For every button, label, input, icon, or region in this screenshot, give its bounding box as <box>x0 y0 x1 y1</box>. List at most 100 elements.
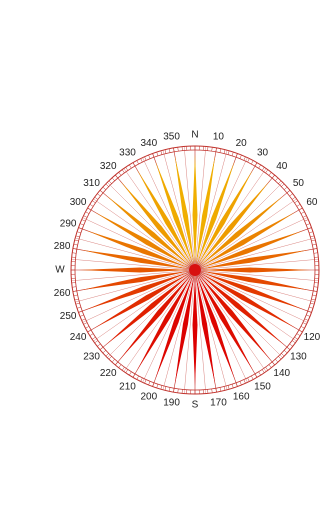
ring-tick <box>219 148 222 153</box>
compass-ring <box>70 145 320 395</box>
ring-tick <box>268 364 272 368</box>
ring-tick <box>215 388 217 393</box>
ring-tick <box>300 326 305 329</box>
ring-tick <box>125 167 129 171</box>
ring-tick <box>72 248 77 250</box>
spike <box>198 169 253 265</box>
spike <box>198 275 253 371</box>
spoke <box>194 269 267 372</box>
ring-tick <box>298 329 303 333</box>
spoke <box>194 237 315 271</box>
ring-tick <box>247 158 250 163</box>
ring-tick <box>251 160 254 165</box>
ring-tick <box>313 252 318 254</box>
ring-tick <box>307 227 312 230</box>
spike <box>200 273 296 328</box>
ring-tick <box>261 167 265 171</box>
ring-tick <box>156 151 159 156</box>
ring-tick <box>219 387 222 392</box>
rays <box>71 146 319 394</box>
spike <box>155 160 193 265</box>
spike <box>200 271 310 291</box>
ring-tick <box>164 386 167 391</box>
ring-tick <box>275 359 279 363</box>
spike <box>201 267 311 273</box>
spoke <box>194 182 283 271</box>
ring-tick <box>108 356 112 360</box>
ring-tick <box>275 177 279 181</box>
spoke <box>194 269 248 383</box>
ring-tick <box>111 359 115 363</box>
spoke <box>142 157 196 271</box>
degree-label: 120 <box>304 332 320 343</box>
spike <box>137 169 192 265</box>
ring-tick <box>94 340 99 344</box>
ring-tick <box>311 239 316 242</box>
ring-tick <box>129 371 132 376</box>
ring-tick <box>129 164 132 169</box>
spike <box>79 267 189 273</box>
degree-label: 300 <box>70 197 87 208</box>
ring-tick <box>239 154 242 159</box>
ring-tick <box>254 162 258 167</box>
spike <box>174 275 194 385</box>
ring-tick <box>121 169 125 174</box>
ring-tick <box>313 248 318 250</box>
spike <box>192 154 198 264</box>
spoke <box>194 269 315 303</box>
degree-label: 230 <box>83 351 100 362</box>
spoke <box>93 269 196 342</box>
ring-tick <box>298 207 303 211</box>
ring-tick <box>309 306 314 309</box>
ring-tick <box>309 231 314 234</box>
spoke <box>123 269 196 372</box>
ring-tick <box>83 322 88 325</box>
ring-tick <box>310 235 315 238</box>
spike <box>200 272 305 310</box>
ring-tick <box>243 379 246 384</box>
ring-tick <box>160 385 163 390</box>
spike <box>80 249 190 269</box>
ring-tick <box>286 190 291 194</box>
spoke <box>194 168 267 271</box>
ring-tick <box>306 314 311 317</box>
spoke <box>194 198 297 271</box>
ring-tick <box>258 371 261 376</box>
ring-tick <box>73 243 78 246</box>
ring-tick <box>265 169 269 174</box>
spike <box>94 212 190 267</box>
ring-tick <box>102 350 106 354</box>
degree-label: 330 <box>119 148 136 159</box>
spoke <box>107 269 196 358</box>
spike <box>197 275 235 380</box>
ring-tick <box>168 148 171 153</box>
degree-label: 30 <box>257 148 269 159</box>
spike <box>94 273 190 328</box>
spike <box>155 275 193 380</box>
ring-tick <box>173 147 175 152</box>
ring-tick <box>121 366 125 371</box>
spoke <box>123 168 196 271</box>
spoke <box>162 269 196 390</box>
cardinal-label: W <box>55 265 65 276</box>
spoke <box>194 269 319 281</box>
ring-tick <box>304 318 309 321</box>
ring-tick <box>132 373 136 378</box>
ring-tick <box>136 160 139 165</box>
ring-tick <box>312 294 317 297</box>
spoke <box>93 198 196 271</box>
spoke <box>75 237 196 271</box>
spike <box>200 212 296 267</box>
ring-tick <box>76 306 81 309</box>
degree-label: 140 <box>273 368 290 379</box>
ring-tick <box>92 200 96 204</box>
ring-tick <box>168 387 171 392</box>
ring-tick <box>231 151 234 156</box>
ring-tick <box>251 375 254 380</box>
degree-label: 170 <box>210 398 227 409</box>
ring-tick <box>105 353 109 357</box>
ring-tick <box>74 298 79 301</box>
center-hub <box>189 264 201 276</box>
